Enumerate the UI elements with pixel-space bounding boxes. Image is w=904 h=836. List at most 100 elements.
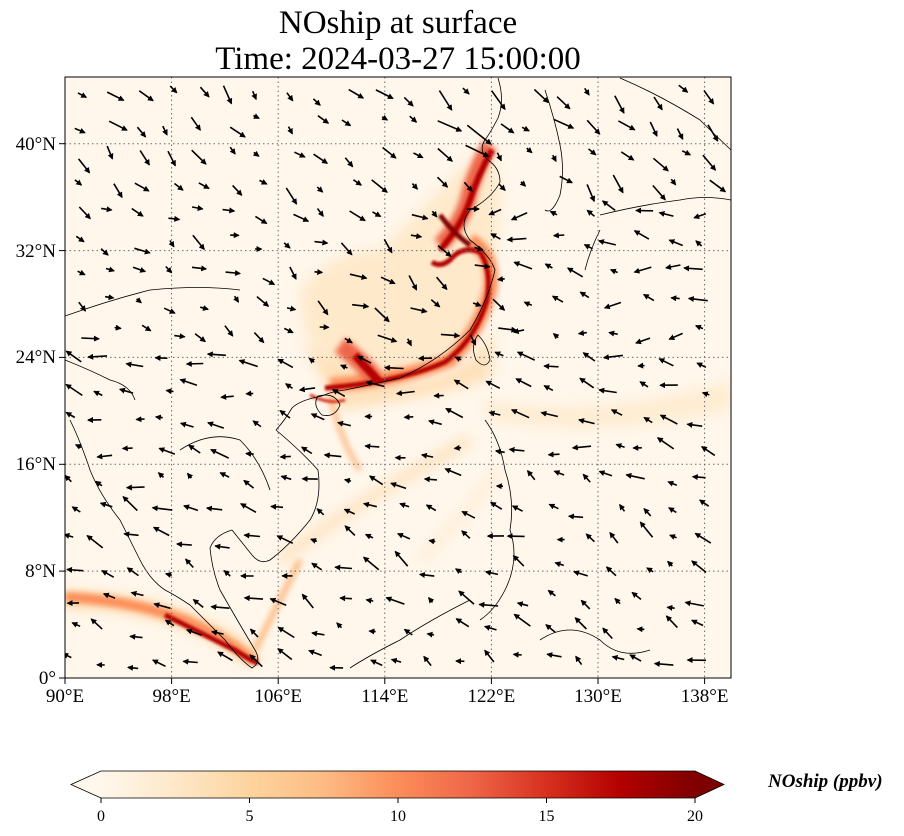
wind-arrow	[601, 200, 616, 212]
wind-arrow	[643, 416, 653, 424]
wind-arrow	[491, 90, 506, 111]
wind-arrow	[93, 390, 103, 397]
wind-arrow	[352, 179, 363, 186]
wind-arrow	[131, 207, 144, 217]
wind-arrow	[609, 531, 619, 544]
wind-arrow	[192, 234, 205, 251]
wind-arrow	[262, 277, 276, 286]
wind-arrow	[461, 530, 471, 539]
wind-arrow	[597, 239, 616, 246]
wind-arrow	[365, 380, 385, 388]
wind-arrow	[691, 474, 706, 481]
wind-arrow	[602, 627, 613, 640]
wind-arrow	[243, 532, 261, 539]
colorbar-extend-min	[71, 771, 101, 798]
wind-arrow	[368, 628, 376, 635]
wind-arrow	[608, 330, 618, 337]
wind-arrow	[702, 154, 717, 171]
wind-arrow	[207, 421, 225, 429]
wind-arrow	[232, 184, 243, 196]
wind-arrow	[410, 307, 428, 314]
wind-arrow	[411, 213, 429, 221]
wind-arrow	[652, 184, 666, 201]
wind-arrow	[179, 378, 198, 386]
wind-arrow	[690, 619, 704, 627]
wind-arrow	[656, 437, 675, 450]
wind-arrow	[587, 148, 597, 156]
wind-arrow	[286, 92, 294, 102]
wind-arrow	[343, 508, 356, 515]
wind-arrow	[614, 95, 625, 114]
wind-arrow	[74, 179, 83, 186]
colorbar-tick-label: 10	[390, 808, 406, 825]
wind-arrow	[285, 187, 298, 205]
wind-arrow	[492, 298, 506, 311]
wind-arrow	[198, 182, 210, 190]
wind-arrow	[344, 337, 353, 344]
wind-arrow	[435, 276, 448, 291]
wind-arrow	[552, 232, 565, 239]
colorbar-tick-label: 0	[97, 808, 105, 825]
wind-arrow	[283, 242, 291, 249]
wind-arrow	[469, 334, 477, 346]
wind-arrow	[484, 569, 499, 576]
wind-arrow	[362, 556, 380, 571]
wind-arrow	[153, 602, 171, 610]
wind-arrow	[130, 590, 144, 597]
wind-arrow	[687, 296, 708, 302]
wind-arrow	[374, 307, 390, 323]
wind-arrow	[512, 651, 522, 658]
wind-arrow	[582, 473, 591, 483]
wind-arrow	[390, 657, 402, 664]
wind-arrow	[334, 564, 353, 571]
wind-arrow	[65, 653, 72, 659]
wind-arrow	[289, 266, 297, 280]
wind-arrow	[308, 357, 316, 364]
wind-arrow	[488, 410, 501, 417]
wind-arrow	[550, 154, 557, 163]
wind-arrow	[294, 151, 306, 158]
wind-arrow	[559, 175, 573, 184]
wind-arrow	[185, 628, 202, 636]
wind-arrow	[458, 590, 475, 605]
wind-arrow	[185, 558, 194, 569]
wind-arrow	[670, 178, 677, 186]
wind-arrow	[126, 567, 139, 577]
wind-arrow	[395, 390, 415, 397]
wind-arrow	[709, 179, 727, 193]
wind-arrow	[488, 208, 502, 216]
wind-arrow	[619, 503, 626, 512]
wind-arrow	[123, 531, 139, 538]
lat-tick-label: 8°N	[25, 561, 56, 582]
wind-arrow	[676, 128, 684, 140]
wind-arrow	[191, 149, 207, 165]
wind-arrow	[498, 183, 506, 192]
wind-arrow	[556, 96, 571, 110]
wind-arrow	[370, 659, 383, 667]
wind-arrow	[436, 176, 449, 188]
wind-arrow	[222, 207, 236, 214]
wind-arrow	[684, 600, 704, 607]
wind-arrow	[157, 472, 165, 479]
wind-arrow	[508, 446, 525, 453]
wind-arrow	[125, 361, 144, 368]
colorbar-tick-label: 5	[246, 808, 254, 825]
wind-arrow	[135, 297, 142, 304]
wind-arrow	[463, 181, 473, 192]
wind-arrow	[229, 126, 246, 138]
wind-arrow	[580, 599, 591, 610]
wind-arrow	[210, 604, 230, 611]
wind-arrow	[586, 184, 596, 203]
wind-arrow	[269, 597, 287, 607]
wind-arrow	[410, 233, 423, 240]
wind-arrow	[352, 303, 370, 309]
wind-arrow	[444, 468, 462, 477]
wind-arrow	[65, 383, 83, 397]
wind-arrow	[399, 502, 410, 509]
wind-arrow	[639, 521, 654, 538]
wind-arrow	[377, 334, 398, 343]
wind-arrow	[691, 560, 707, 574]
wind-arrow	[485, 380, 501, 390]
wind-arrow	[249, 628, 259, 638]
wind-arrow	[276, 535, 294, 545]
